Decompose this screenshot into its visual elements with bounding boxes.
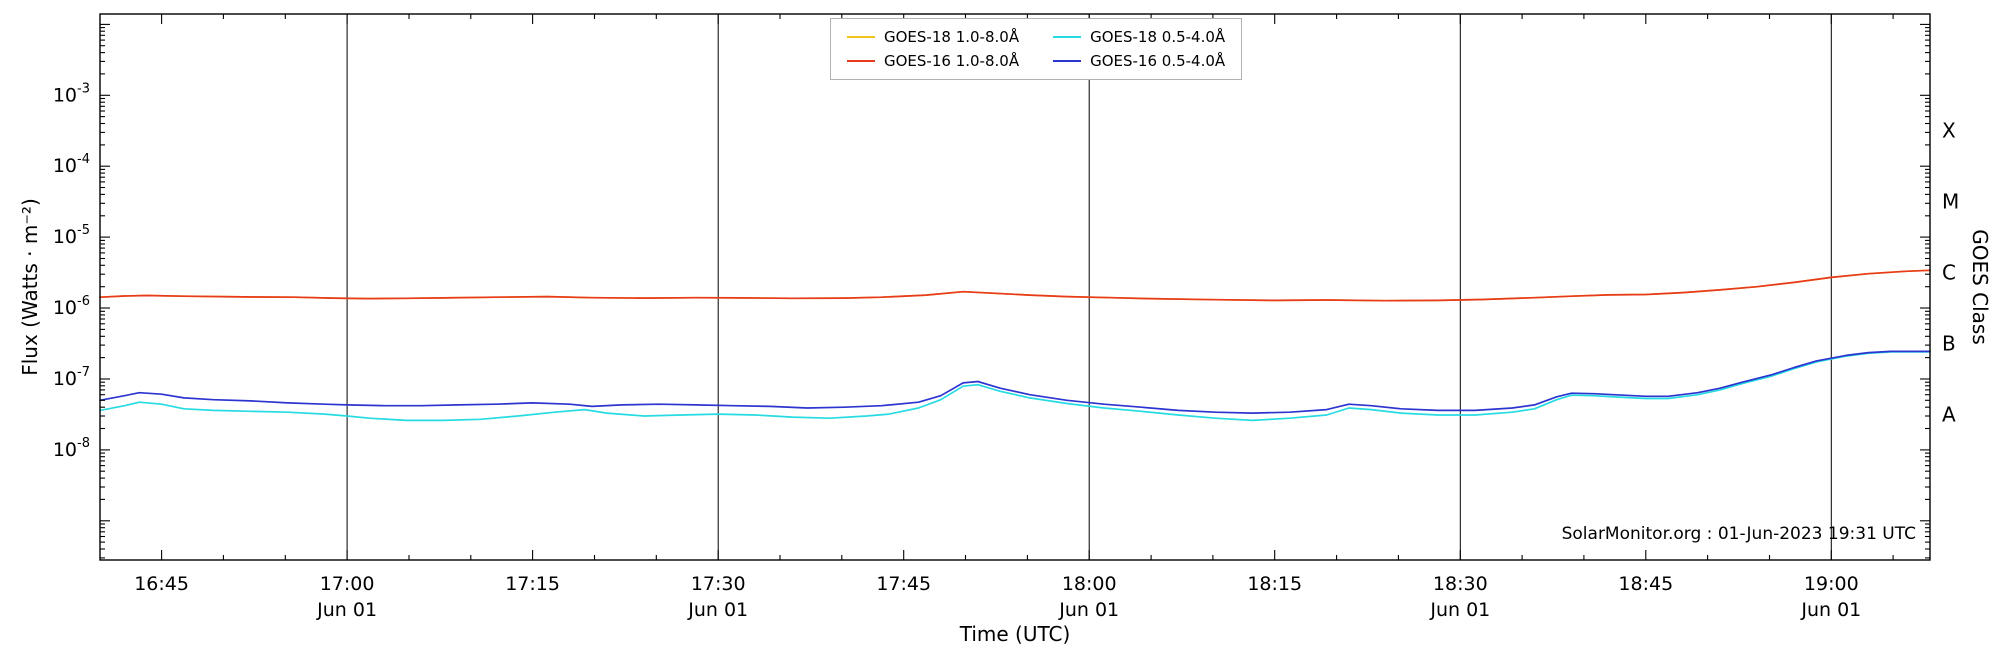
x-tick-label: 17:30 [691,573,746,595]
legend-item-goes16-short: GOES-16 0.5-4.0Å [1053,52,1225,70]
series-lines [99,269,1931,422]
legend-item-goes18-short: GOES-18 0.5-4.0Å [1053,28,1225,46]
y-tick-label: 10-8 [53,436,90,461]
series-goes16-short [99,350,1931,414]
y-tick-label: 10-6 [53,294,90,319]
axis-ticks [100,14,1930,560]
x-axis-title: Time (UTC) [959,622,1071,646]
x-tick-sublabel: Jun 01 [316,599,377,621]
right-axis-title: GOES Class [1968,229,1992,345]
x-tick-sublabel: Jun 01 [1058,599,1119,621]
goes-class-label-X: X [1942,119,1956,143]
x-tick-label: 18:15 [1247,573,1302,595]
x-tick-label: 18:30 [1433,573,1488,595]
legend-label: GOES-16 0.5-4.0Å [1090,52,1226,70]
legend: GOES-18 1.0-8.0Å GOES-16 1.0-8.0Å GOES-1… [830,18,1243,80]
gridlines [346,14,1832,560]
x-tick-sublabel: Jun 01 [1800,599,1861,621]
legend-swatch-goes16-short [1053,60,1082,62]
legend-label: GOES-16 1.0-8.0Å [884,52,1020,70]
goes-class-label-M: M [1942,190,1959,214]
legend-item-goes16-long: GOES-16 1.0-8.0Å [847,52,1019,70]
axis-tick-labels: 16:45 17:00 Jun 01 17:15 17:30 Jun 01 17:45 18:… [53,81,1861,621]
x-tick-label: 17:00 [320,573,375,595]
y-tick-label: 10-4 [53,152,90,177]
legend-label: GOES-18 1.0-8.0Å [884,28,1020,46]
x-tick-label: 17:45 [876,573,931,595]
y-tick-label: 10-5 [53,223,90,248]
series-goes16-long [99,269,1931,302]
legend-swatch-goes18-long [847,36,875,38]
plot-border [99,13,1931,561]
goes-class-label-A: A [1942,402,1956,426]
goes-class-label-B: B [1942,332,1956,356]
legend-swatch-goes16-long [847,60,875,62]
x-tick-label: 19:00 [1804,573,1859,595]
x-tick-sublabel: Jun 01 [1429,599,1490,621]
goes-class-letters: X M C B A [1942,119,1959,427]
x-tick-label: 17:15 [505,573,560,595]
y-tick-label: 10-3 [53,81,90,106]
legend-item-goes18-long: GOES-18 1.0-8.0Å [847,28,1019,46]
y-tick-label: 10-7 [53,365,90,390]
x-tick-sublabel: Jun 01 [687,599,748,621]
series-goes18-short [99,351,1931,422]
x-tick-label: 16:45 [134,573,189,595]
x-tick-label: 18:45 [1618,573,1673,595]
y-axis-title: Flux (Watts · m⁻²) [18,198,42,376]
legend-label: GOES-18 0.5-4.0Å [1090,28,1226,46]
series-goes18-long [99,269,1931,302]
legend-swatch-goes18-short [1053,36,1082,38]
goes-class-label-C: C [1942,261,1956,285]
x-tick-label: 18:00 [1062,573,1117,595]
watermark-text: SolarMonitor.org : 01-Jun-2023 19:31 UTC [1561,524,1916,544]
